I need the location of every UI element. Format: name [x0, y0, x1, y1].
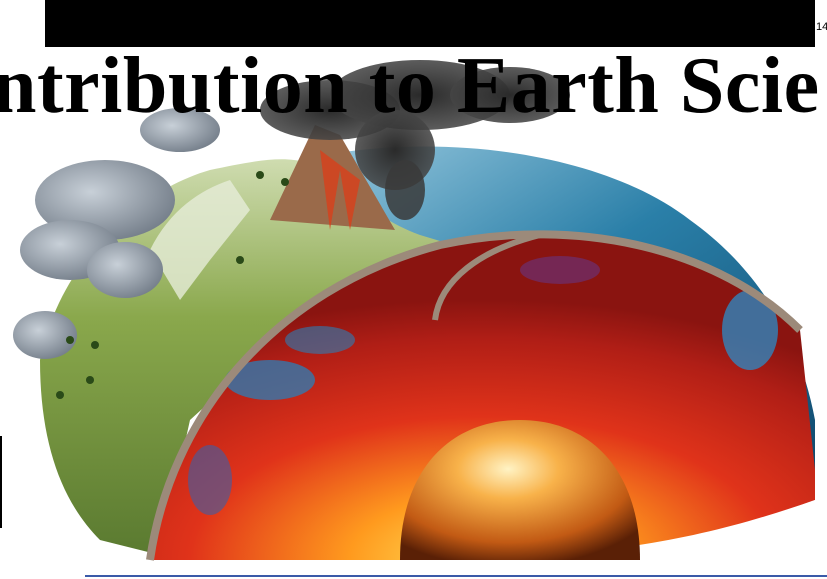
footer-divider: [85, 575, 827, 577]
left-edge-marker: [0, 436, 2, 528]
slide-header-bar: [45, 0, 815, 47]
slide-title: ntribution to Earth Scie: [0, 42, 820, 130]
page-number: 14: [816, 21, 827, 33]
